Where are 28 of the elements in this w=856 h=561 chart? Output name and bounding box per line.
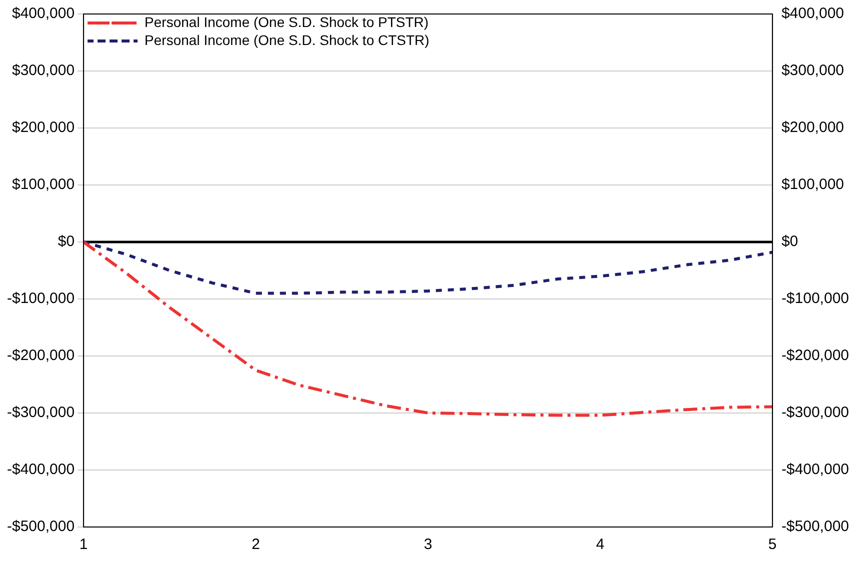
y2-tick-label: -$500,000 xyxy=(781,518,850,536)
x-tick-label: 5 xyxy=(768,536,777,554)
x-tick-label: 1 xyxy=(79,536,88,554)
y-tick-label: -$500,000 xyxy=(6,518,75,536)
y-tick-label: $0 xyxy=(58,233,75,250)
y2-tick-label: $100,000 xyxy=(781,176,844,194)
y2-tick-label: $200,000 xyxy=(781,119,844,136)
y2-tick-label: $0 xyxy=(781,233,798,250)
y-tick-label: -$100,000 xyxy=(6,290,75,308)
y-tick-label: $100,000 xyxy=(12,176,75,194)
y-tick-label: $200,000 xyxy=(12,119,75,136)
y2-tick-label: $400,000 xyxy=(781,5,844,22)
y2-tick-label: -$300,000 xyxy=(781,404,850,422)
legend-label: Personal Income (One S.D. Shock to PTSTR) xyxy=(144,14,429,30)
x-tick-label: 2 xyxy=(252,536,260,554)
y2-tick-label: $300,000 xyxy=(781,62,844,80)
y2-tick-label: -$200,000 xyxy=(781,347,850,364)
y-tick-label: $300,000 xyxy=(12,62,75,80)
y2-tick-label: -$400,000 xyxy=(781,461,850,478)
y2-tick-label: -$100,000 xyxy=(781,290,850,308)
y-tick-label: $400,000 xyxy=(12,5,75,22)
y-tick-label: -$300,000 xyxy=(6,404,75,422)
x-tick-label: 3 xyxy=(424,536,432,554)
legend-label: Personal Income (One S.D. Shock to CTSTR) xyxy=(144,32,430,48)
x-tick-label: 4 xyxy=(596,536,604,554)
y-tick-label: -$200,000 xyxy=(6,347,75,364)
line-series xyxy=(84,240,772,295)
y-tick-label: -$400,000 xyxy=(6,461,75,478)
